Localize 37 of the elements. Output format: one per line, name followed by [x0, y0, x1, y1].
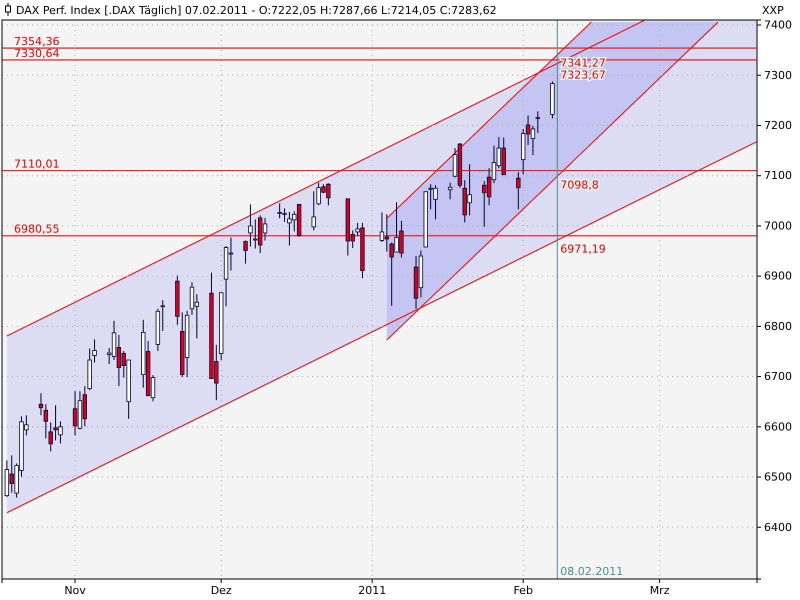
x-tick-label: Dez [210, 584, 232, 597]
x-tick-label: 2011 [358, 584, 386, 597]
ref-line-label: 7330,64 [14, 46, 60, 60]
y-tick-label: 6800 [764, 320, 792, 333]
annotation: 7323,67 [560, 68, 606, 82]
y-tick-label: 7100 [764, 169, 792, 182]
annotation: 6971,19 [560, 242, 606, 256]
candlestick [448, 182, 452, 200]
y-tick-label: 7400 [764, 18, 792, 32]
y-tick-label: 7300 [764, 68, 792, 82]
annotation: 7098,8 [560, 178, 599, 192]
x-tick-label: Nov [64, 584, 86, 597]
y-tick-label: 6700 [764, 370, 792, 384]
y-axis-title: XXP [762, 4, 784, 17]
y-tick-label: 7200 [764, 118, 792, 132]
ref-line-label: 6980,55 [14, 222, 60, 236]
candlestick [243, 240, 248, 264]
y-tick-label: 7000 [764, 219, 792, 232]
chart-title: DAX Perf. Index [.DAX Täglich] 07.02.2011 - O:7222,05 H:7287,66 L:7214,05 C:7283,62 [16, 4, 497, 17]
candlestick [536, 110, 540, 134]
candlestick [516, 172, 521, 210]
x-tick-label: Feb [513, 584, 533, 597]
ref-line-label: 7354,36 [14, 34, 60, 48]
candlestick [160, 300, 165, 332]
y-tick-label: 6500 [764, 470, 792, 484]
x-tick-label: Mrz [650, 584, 670, 597]
candlestick [44, 404, 48, 439]
y-tick-label: 6900 [764, 270, 792, 283]
candlestick [312, 190, 316, 231]
ref-line-label: 7110,01 [14, 158, 60, 171]
candlestick [92, 338, 97, 364]
y-tick-label: 6600 [764, 420, 792, 434]
annotation: 7341,27 [560, 56, 606, 70]
candlestick [48, 422, 53, 452]
y-tick-label: 6400 [764, 520, 792, 534]
ref-line-label: 08.02.2011 [560, 565, 624, 578]
candlestick [248, 204, 253, 248]
